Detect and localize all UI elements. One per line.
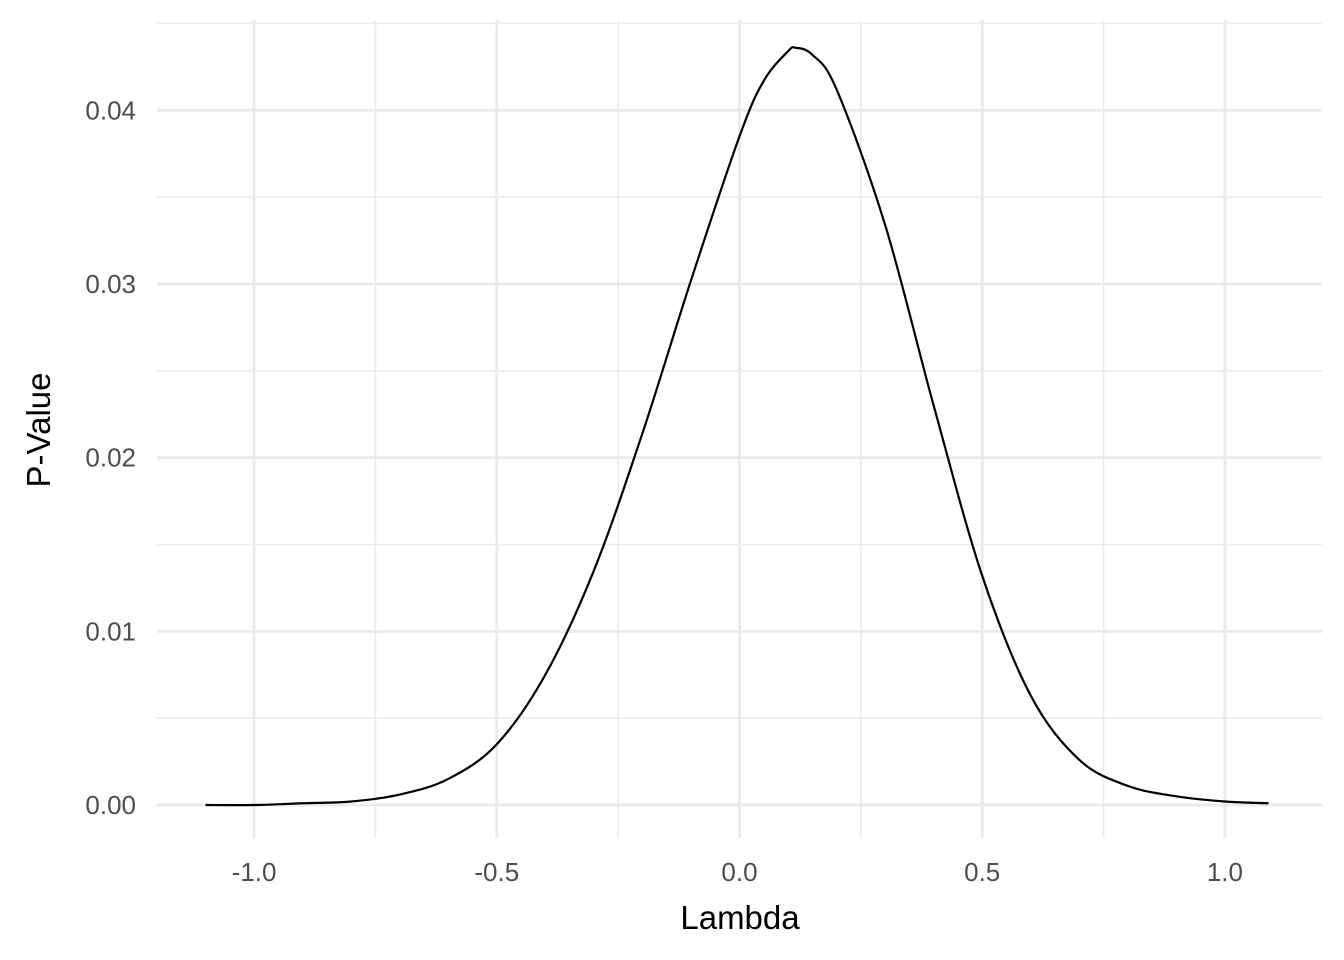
series-line-0 (205, 46, 1269, 807)
x-tick-label: 1.0 (1207, 857, 1243, 887)
x-tick-label: 0.0 (721, 857, 757, 887)
x-tick-label: -1.0 (232, 857, 277, 887)
y-axis-tick-labels: 0.00 0.01 0.02 0.03 0.04 (85, 95, 136, 820)
x-axis-tick-labels: -1.0 -0.5 0.0 0.5 1.0 (232, 857, 1243, 887)
y-tick-label: 0.01 (85, 616, 136, 646)
y-axis-title: P-Value (20, 373, 57, 488)
x-tick-label: 0.5 (964, 857, 1000, 887)
x-tick-label: -0.5 (474, 857, 519, 887)
y-tick-label: 0.03 (85, 269, 136, 299)
y-tick-label: 0.00 (85, 790, 136, 820)
y-tick-label: 0.02 (85, 443, 136, 473)
major-gridlines (157, 20, 1322, 838)
y-tick-label: 0.04 (85, 95, 136, 125)
x-axis-title: Lambda (680, 899, 800, 936)
series-layer (205, 46, 1269, 807)
